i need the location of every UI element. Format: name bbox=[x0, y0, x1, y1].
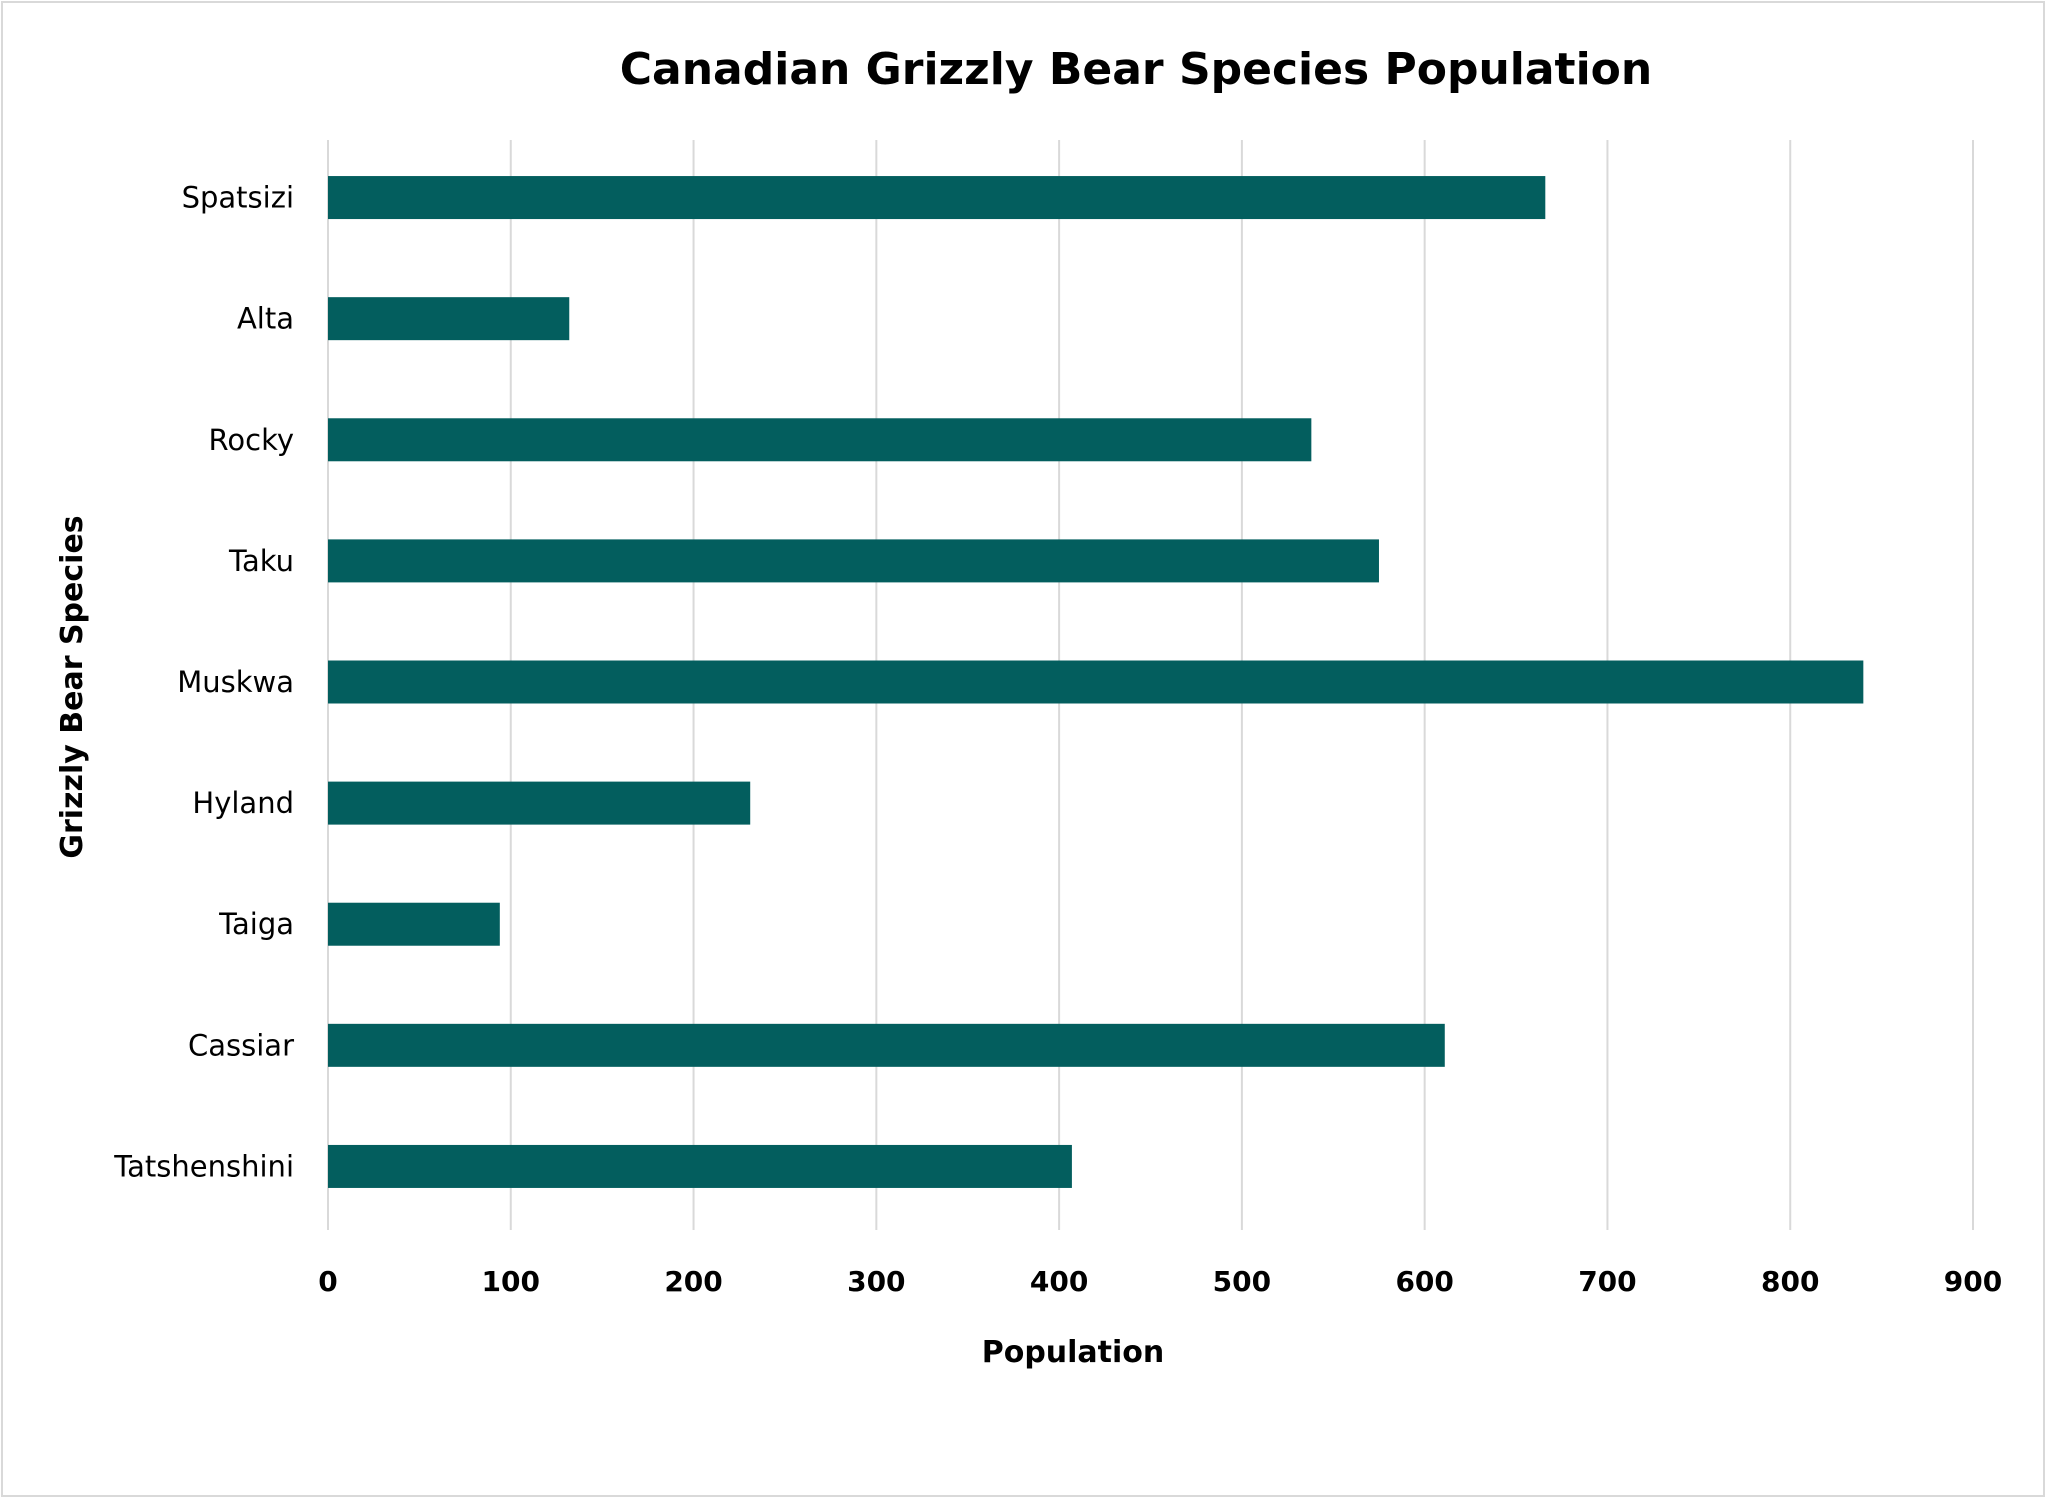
x-tick-label: 100 bbox=[482, 1265, 540, 1298]
bar-rocky bbox=[328, 418, 1312, 462]
x-tick-label: 300 bbox=[847, 1265, 905, 1298]
x-tick-label: 400 bbox=[1030, 1265, 1088, 1298]
bar-alta bbox=[328, 297, 570, 341]
x-tick-label: 500 bbox=[1213, 1265, 1271, 1298]
bar-taiga bbox=[328, 902, 500, 946]
x-tick-label: 0 bbox=[318, 1265, 337, 1298]
x-tick-label: 200 bbox=[664, 1265, 722, 1298]
y-category-label: Rocky bbox=[209, 423, 294, 457]
x-axis-label: Population bbox=[982, 1335, 1165, 1370]
bar-spatsizi bbox=[328, 176, 1546, 220]
x-tick-label: 700 bbox=[1578, 1265, 1636, 1298]
y-category-label: Taiga bbox=[218, 907, 294, 941]
x-tick-label: 900 bbox=[1944, 1265, 2002, 1298]
y-category-label: Spatsizi bbox=[182, 181, 294, 215]
bar-muskwa bbox=[328, 660, 1864, 704]
bar-taku bbox=[328, 539, 1379, 583]
x-tick-label: 800 bbox=[1761, 1265, 1819, 1298]
x-tick-label: 600 bbox=[1395, 1265, 1453, 1298]
y-category-label: Taku bbox=[228, 544, 294, 578]
y-category-label: Alta bbox=[237, 302, 294, 336]
y-category-label: Cassiar bbox=[188, 1028, 294, 1062]
y-axis-label: Grizzly Bear Species bbox=[55, 515, 90, 858]
bar-cassiar bbox=[328, 1023, 1445, 1067]
chart-title: Canadian Grizzly Bear Species Population bbox=[620, 44, 1652, 95]
y-category-label: Muskwa bbox=[177, 665, 294, 699]
bar-hyland bbox=[328, 781, 751, 825]
bar-tatshenshini bbox=[328, 1144, 1072, 1188]
y-category-label: Tatshenshini bbox=[113, 1149, 294, 1183]
y-category-label: Hyland bbox=[192, 786, 294, 820]
